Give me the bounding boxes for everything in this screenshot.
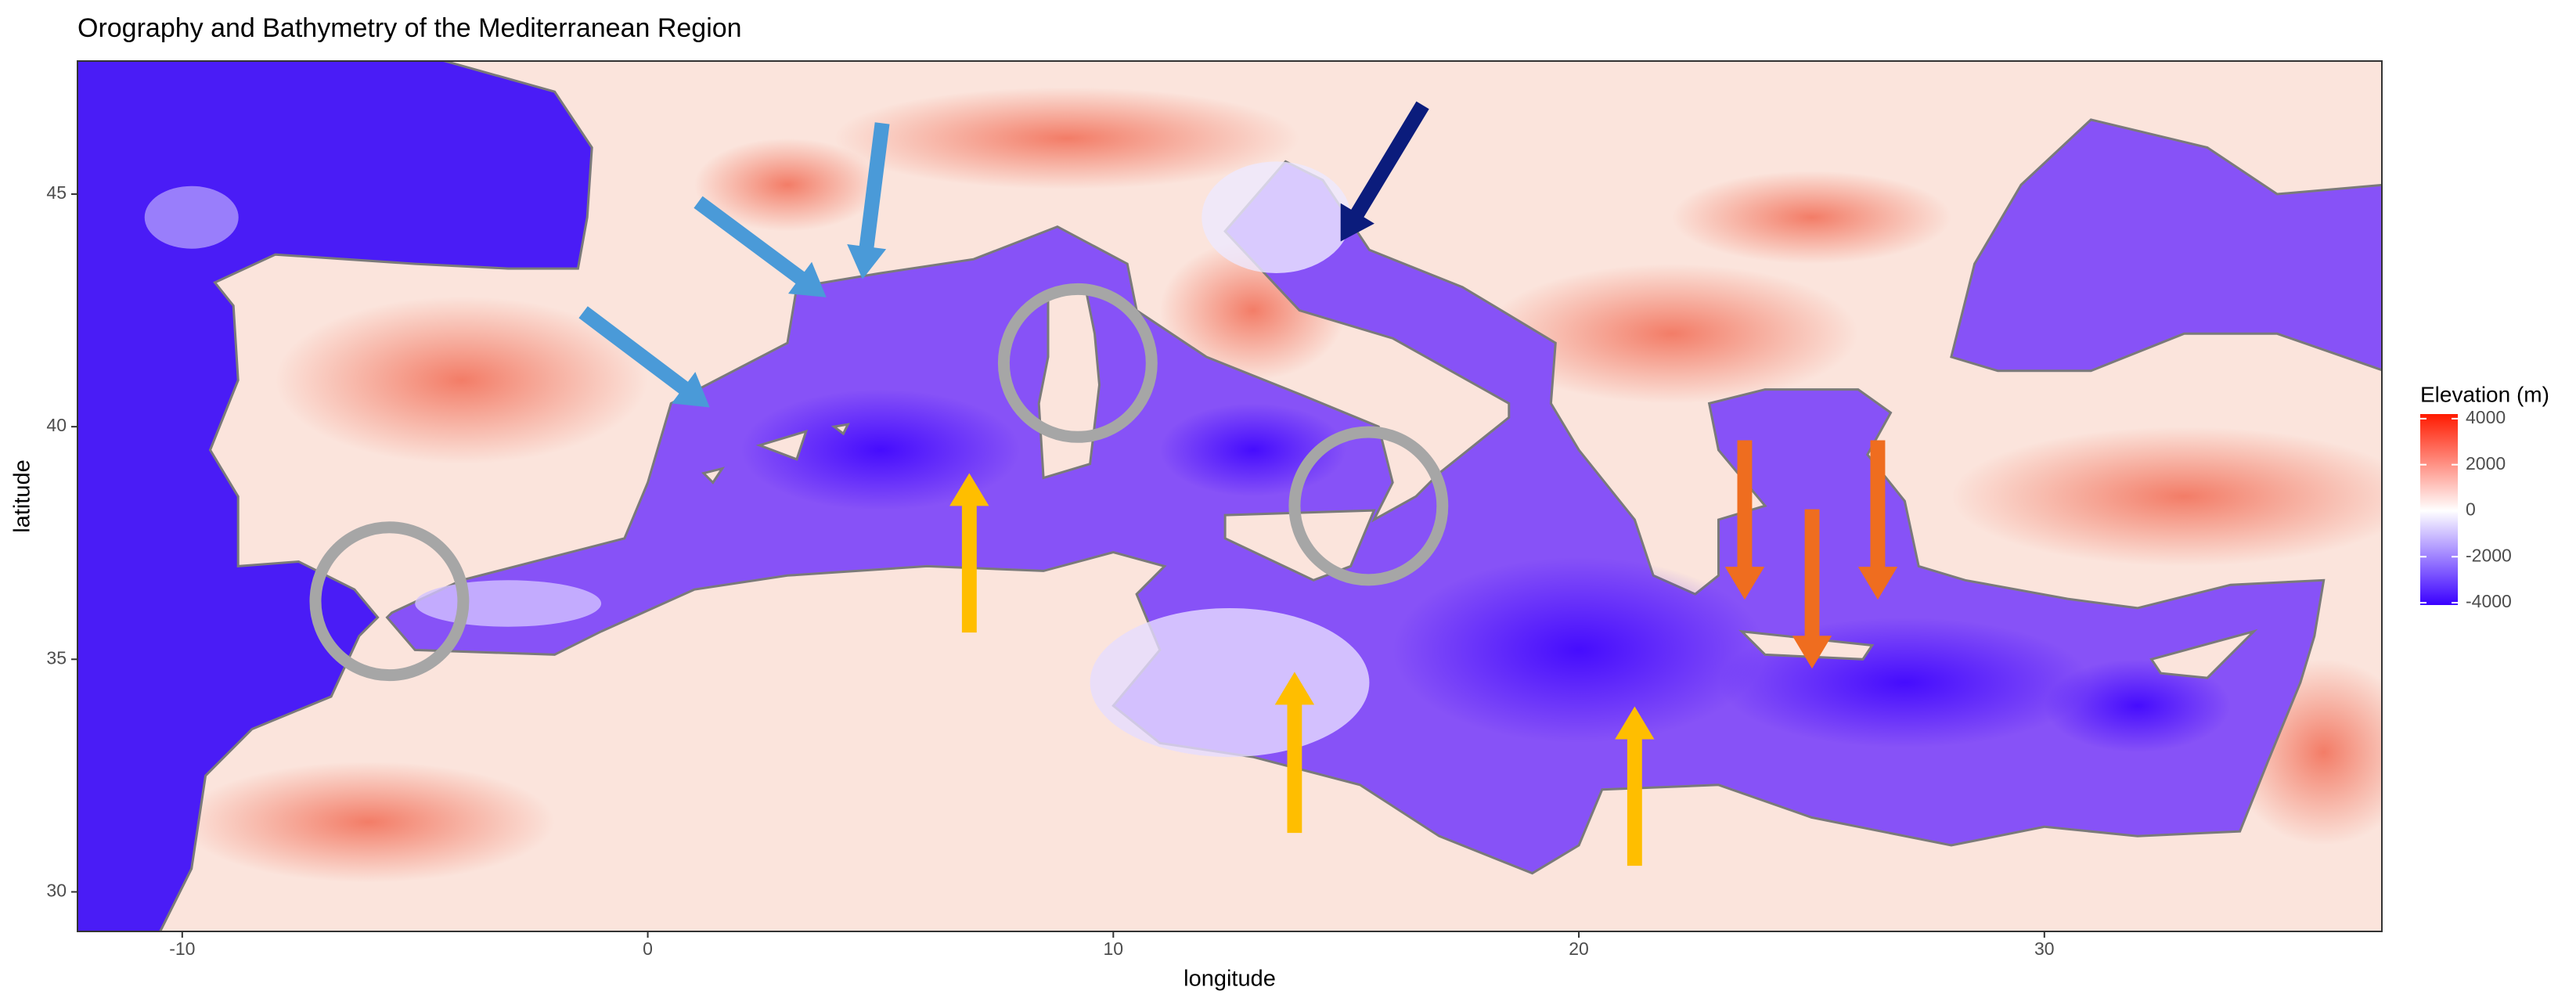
arrow — [694, 196, 827, 297]
shelf — [144, 186, 239, 249]
island — [701, 466, 726, 484]
deep-basin — [740, 389, 1021, 511]
deep-basin — [2044, 659, 2231, 753]
relief — [694, 138, 881, 232]
sea — [1950, 118, 2382, 373]
relief — [834, 87, 1300, 190]
colorbar-label: -2000 — [2466, 545, 2512, 565]
highlight-circle — [997, 283, 1158, 443]
arrow — [1857, 440, 1898, 600]
arrow — [1615, 706, 1655, 866]
y-tick-label: 30 — [46, 881, 67, 901]
colorbar — [2420, 414, 2458, 605]
arrow — [1792, 509, 1832, 669]
colorbar-label: 4000 — [2466, 407, 2506, 427]
y-tick-label: 45 — [46, 182, 67, 203]
highlight-circle — [309, 521, 470, 682]
arrow — [847, 122, 890, 279]
y-tick-label: 35 — [46, 647, 67, 668]
relief — [1951, 427, 2382, 567]
legend-title: Elevation (m) — [2420, 382, 2549, 406]
arrow — [1340, 101, 1429, 242]
x-tick-label: 20 — [1569, 938, 1589, 959]
relief — [1672, 171, 1951, 265]
plot-border — [77, 60, 2383, 932]
island — [755, 429, 809, 461]
x-axis-label: longitude — [1184, 967, 1276, 992]
shelf — [1202, 161, 1351, 274]
arrow — [949, 473, 989, 633]
relief — [182, 762, 555, 883]
y-axis-label: latitude — [10, 459, 35, 533]
annotations — [309, 101, 1898, 866]
chart-title: Orography and Bathymetry of the Mediterr… — [77, 13, 742, 43]
arrow — [1724, 440, 1765, 600]
relief — [275, 296, 648, 464]
island — [2149, 629, 2258, 679]
x-tick-label: 30 — [2034, 938, 2055, 959]
island — [830, 423, 850, 436]
colorbar-label: -4000 — [2466, 591, 2512, 611]
island — [1037, 286, 1101, 480]
x-tick-label: -10 — [169, 938, 195, 959]
relief — [1486, 264, 1858, 404]
x-tick-label: 10 — [1104, 938, 1124, 959]
map-area — [77, 61, 2382, 931]
shelf — [1090, 607, 1370, 758]
colorbar-label: 2000 — [2466, 453, 2506, 474]
highlight-circle — [1288, 426, 1449, 586]
colorbar-label: 0 — [2466, 499, 2476, 520]
x-tick-label: 0 — [643, 938, 653, 959]
ocean — [77, 61, 593, 931]
arrow — [1274, 672, 1315, 834]
deep-basin — [1392, 557, 1765, 744]
shelf — [415, 580, 602, 627]
arrow — [578, 306, 710, 408]
y-tick-label: 40 — [46, 415, 67, 435]
